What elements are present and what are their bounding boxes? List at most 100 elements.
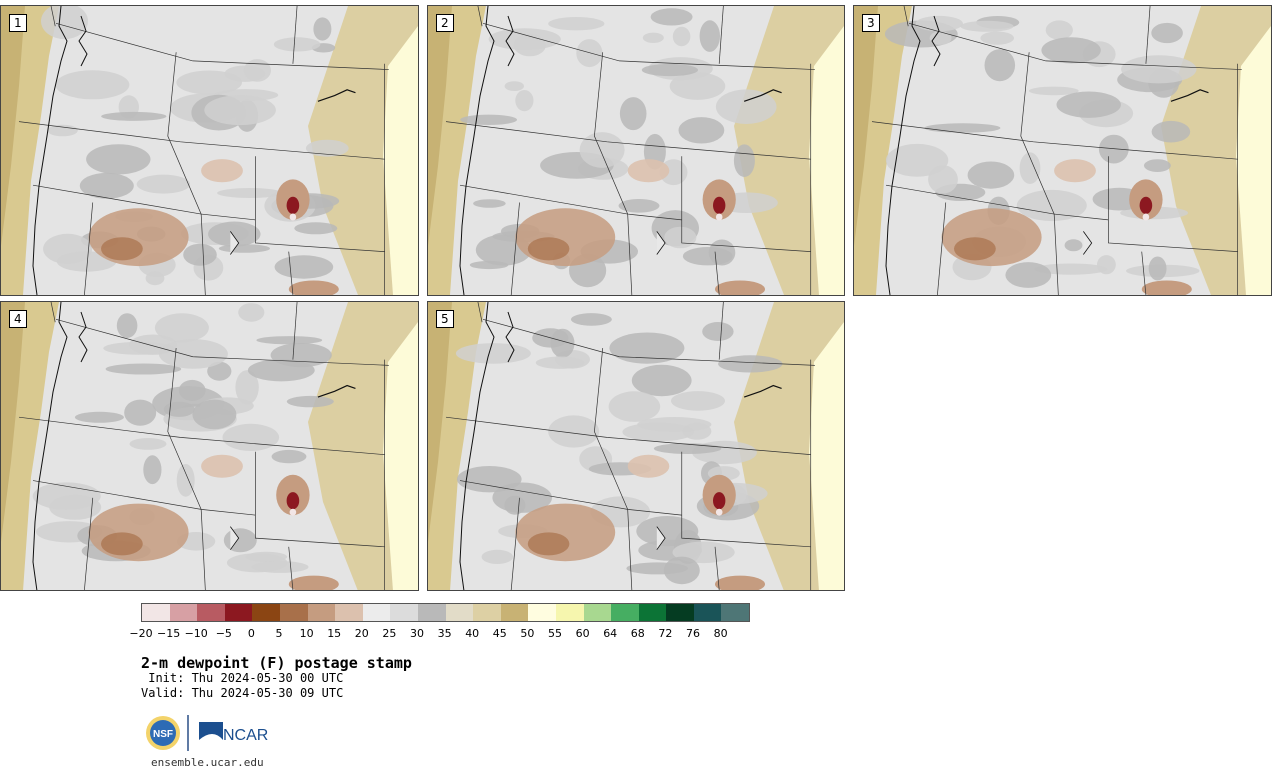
dry-air-patch	[154, 313, 209, 343]
colorbar-tick-label: 76	[686, 627, 700, 640]
colorbar-tick-label: 30	[410, 627, 424, 640]
nsf-logo-globe	[150, 720, 176, 746]
colorbar-tick-label: −10	[184, 627, 208, 640]
dry-air-patch	[105, 363, 182, 375]
ncar-logo-text: NCAR	[223, 727, 268, 744]
dry-air-patch	[457, 466, 522, 493]
dry-air-patch	[238, 303, 265, 322]
colorado-dry-patch	[288, 575, 339, 590]
great-salt-lake	[656, 231, 666, 255]
dry-air-patch	[1041, 37, 1101, 64]
dry-air-patch	[243, 59, 271, 82]
dry-air-patch	[708, 239, 736, 266]
colorbar-swatch	[390, 604, 418, 621]
dry-air-patch	[984, 49, 1016, 82]
dewpoint-map-5	[428, 302, 844, 590]
dry-air-patch	[636, 516, 699, 547]
great-basin-dry-core	[954, 237, 996, 261]
great-basin-dry-core	[101, 532, 143, 556]
init-time: Init: Thu 2024-05-30 00 UTC	[141, 671, 344, 685]
state-border-washington	[477, 302, 483, 323]
colorbar-tick-label: 10	[299, 627, 314, 640]
canada-border	[55, 23, 389, 70]
state-border-north	[871, 121, 1238, 160]
colorado-dry-patch	[715, 575, 765, 590]
colorbar-swatch	[638, 604, 667, 621]
pacific-coastline	[32, 6, 68, 295]
dry-air-patch	[313, 17, 332, 41]
colorbar-tick-label: 35	[437, 627, 452, 640]
dry-air-patch	[980, 31, 1014, 45]
pacific-moist-core	[1, 6, 25, 246]
dry-air-patch	[1151, 22, 1183, 44]
dry-air-patch	[460, 114, 517, 126]
state-border-idaho	[167, 348, 206, 590]
pacific-moist-core	[854, 6, 878, 246]
chart-title: 2-m dewpoint (F) postage stamp	[141, 654, 412, 672]
dry-air-patch	[967, 161, 1015, 189]
plains-humid-region	[383, 26, 418, 295]
dry-air-patch	[473, 199, 506, 208]
idaho-dry-patch	[627, 454, 670, 478]
state-border-north	[445, 121, 811, 160]
dry-air-patch	[1098, 134, 1129, 164]
great-salt-lake	[656, 526, 666, 550]
dry-air-patch	[74, 411, 124, 423]
puget-sound	[505, 15, 515, 67]
colorbar-swatch	[197, 604, 225, 621]
state-border-montana	[718, 6, 724, 64]
colorbar-tick-labels: −20 −15 −10 −5 0 5 10 15 20 25 30 35 40 45 50 55 60 64 68 7…	[129, 627, 790, 641]
great-basin-dry-region	[88, 503, 189, 562]
dry-air-patch	[116, 313, 138, 338]
dry-air-patch	[251, 561, 309, 573]
state-border-nevada	[510, 202, 520, 295]
idaho-dry-patch	[1054, 159, 1096, 183]
great-salt-lake	[230, 526, 240, 550]
colorbar-swatch	[445, 604, 474, 621]
state-border-wyoming	[255, 156, 385, 252]
panel-number-1: 1	[9, 14, 27, 32]
colorbar-tick-label: 80	[713, 627, 728, 640]
lake-sakakawea	[317, 384, 356, 398]
dry-air-patch	[642, 32, 664, 43]
colorado-dry-patch	[1141, 280, 1192, 295]
state-border-idaho	[594, 348, 633, 590]
ensemble-member-panel-2: 2	[427, 5, 845, 296]
wyoming-dry-center	[715, 508, 723, 516]
dry-air-patch	[733, 144, 755, 177]
dry-air-patch	[192, 399, 237, 430]
dry-air-patch	[1151, 120, 1191, 143]
dry-air-patch	[960, 20, 1014, 32]
dry-air-patch	[136, 174, 191, 194]
dry-air-patch	[124, 399, 157, 426]
wyoming-dry-core	[286, 492, 300, 510]
dry-air-patch	[163, 401, 195, 417]
dry-air-patch	[207, 361, 232, 381]
dry-air-patch	[143, 455, 162, 485]
dry-air-patch	[86, 144, 151, 175]
ensemble-member-panel-3: 3	[853, 5, 1272, 296]
dry-air-patch	[576, 39, 603, 68]
dry-air-patch	[273, 37, 321, 52]
dry-air-patch	[47, 124, 78, 137]
wyoming-dry-core	[713, 196, 726, 215]
state-border-washington	[50, 6, 56, 27]
colorbar-tick-label: −5	[215, 627, 232, 640]
dry-air-patch	[256, 336, 323, 345]
state-border-utah-colorado	[1141, 251, 1147, 295]
dry-air-patch	[664, 226, 697, 249]
puget-sound	[78, 311, 88, 363]
colorado-dry-patch	[288, 280, 339, 295]
dry-air-patch	[247, 359, 315, 382]
colorbar-swatch	[252, 604, 280, 621]
dewpoint-map-1	[1, 6, 418, 295]
state-border-nevada	[937, 202, 947, 295]
dry-air-patch	[1121, 55, 1197, 84]
colorbar-swatch	[279, 604, 308, 621]
canada-border	[908, 23, 1242, 70]
great-basin-dry-region	[515, 503, 616, 562]
dry-air-patch	[924, 123, 1001, 133]
website-url: ensemble.ucar.edu	[151, 756, 264, 769]
dry-air-patch	[235, 370, 259, 405]
state-border-idaho	[594, 52, 633, 295]
